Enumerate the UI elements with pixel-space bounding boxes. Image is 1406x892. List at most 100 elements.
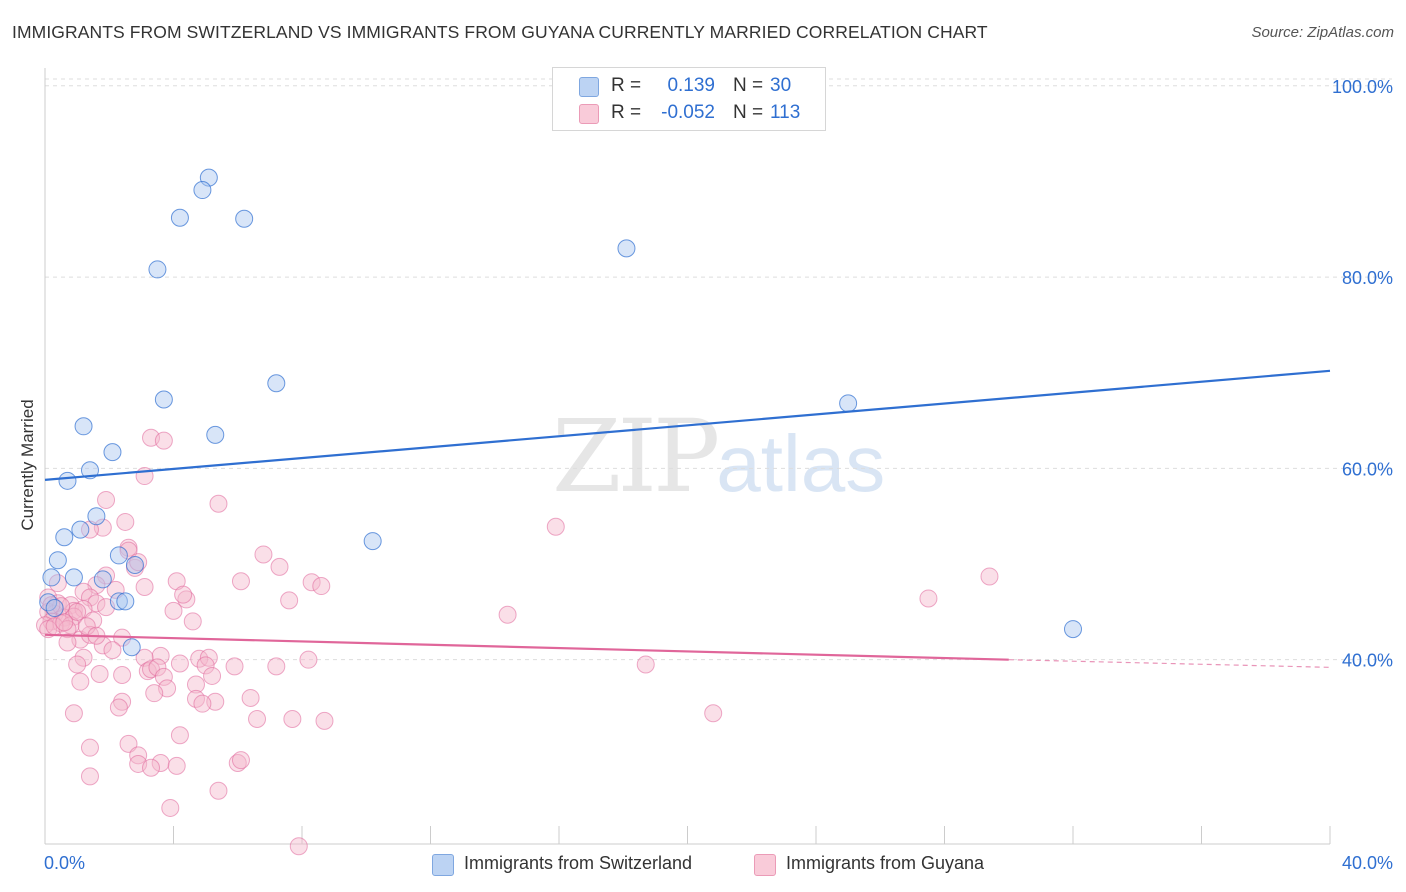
guyana-point bbox=[919, 589, 938, 608]
guyana-point bbox=[135, 648, 154, 667]
switzerland-point bbox=[363, 532, 382, 551]
guyana-point bbox=[80, 767, 99, 786]
guyana-point bbox=[183, 612, 202, 631]
guyana-point bbox=[151, 646, 170, 665]
guyana-point bbox=[68, 602, 87, 621]
trend-layer bbox=[44, 369, 1331, 668]
guyana-points bbox=[36, 428, 999, 856]
switzerland-point bbox=[42, 568, 61, 587]
switzerland-point bbox=[45, 599, 64, 618]
y-tick-label: 60.0% bbox=[1342, 459, 1393, 479]
guyana-point bbox=[116, 512, 135, 531]
guyana-point bbox=[248, 709, 267, 728]
axis-layer bbox=[44, 68, 1331, 845]
switzerland-point bbox=[116, 592, 135, 611]
switzerland-point bbox=[122, 638, 141, 657]
guyana-point bbox=[109, 698, 128, 717]
guyana-point bbox=[154, 431, 173, 450]
guyana-point bbox=[106, 580, 125, 599]
guyana-point bbox=[636, 655, 655, 674]
guyana-point bbox=[174, 585, 193, 604]
guyana-point bbox=[546, 517, 565, 536]
guyana-point bbox=[225, 657, 244, 676]
guyana-swatch bbox=[579, 104, 599, 124]
switzerland-point bbox=[206, 425, 225, 444]
guyana-point bbox=[138, 662, 157, 681]
guyana-point bbox=[196, 656, 215, 675]
switzerland-point bbox=[109, 546, 128, 565]
switzerland-point bbox=[839, 394, 858, 413]
guyana-point bbox=[74, 648, 93, 667]
guyana-point bbox=[190, 649, 209, 668]
guyana-point bbox=[154, 667, 173, 686]
watermark-zip: ZIP bbox=[552, 398, 720, 515]
switzerland-point bbox=[267, 374, 286, 393]
guyana-point bbox=[90, 665, 109, 684]
switzerland-point bbox=[71, 520, 90, 539]
switzerland-legend-swatch bbox=[432, 854, 454, 876]
guyana-point bbox=[267, 657, 286, 676]
guyana-point bbox=[129, 553, 148, 572]
guyana-point bbox=[498, 605, 517, 624]
switzerland-point bbox=[87, 507, 106, 526]
guyana-point bbox=[283, 709, 302, 728]
guyana-point bbox=[203, 666, 222, 685]
tick-label-layer: 40.0% 60.0% 80.0% 100.0% 0.0% 40.0% bbox=[44, 77, 1393, 873]
guyana-point bbox=[55, 613, 74, 632]
switzerland-legend-label: Immigrants from Switzerland bbox=[464, 853, 693, 873]
switzerland-point bbox=[109, 592, 128, 611]
guyana-trend-line bbox=[44, 633, 1009, 661]
guyana-point bbox=[315, 711, 334, 730]
guyana-point bbox=[77, 617, 96, 636]
guyana-point bbox=[80, 738, 99, 757]
switzerland-point bbox=[170, 208, 189, 227]
guyana-point bbox=[193, 694, 212, 713]
guyana-point bbox=[209, 781, 228, 800]
guyana-point bbox=[71, 672, 90, 691]
guyana-point bbox=[228, 753, 247, 772]
guyana-point bbox=[64, 704, 83, 723]
switzerland-point bbox=[64, 568, 83, 587]
guyana-point bbox=[170, 726, 189, 745]
y-tick-label: 100.0% bbox=[1332, 77, 1393, 97]
switzerland-point bbox=[125, 555, 144, 574]
switzerland-point bbox=[154, 390, 173, 409]
correlation-legend: R = 0.139 N = 30 R = -0.052 N = 113 bbox=[552, 67, 826, 131]
guyana-point bbox=[68, 655, 87, 674]
watermark-atlas: atlas bbox=[716, 419, 886, 508]
guyana-point bbox=[312, 577, 331, 596]
legend-row-guyana: R = -0.052 N = 113 bbox=[553, 99, 825, 127]
guyana-point bbox=[231, 751, 250, 770]
x-tick-label: 0.0% bbox=[44, 853, 85, 873]
guyana-point bbox=[302, 573, 321, 592]
guyana-point bbox=[97, 490, 116, 509]
guyana-point bbox=[231, 572, 250, 591]
guyana-point bbox=[135, 577, 154, 596]
y-tick-label: 80.0% bbox=[1342, 268, 1393, 288]
guyana-point bbox=[254, 545, 273, 564]
guyana-legend-swatch bbox=[754, 854, 776, 876]
guyana-legend-label: Immigrants from Guyana bbox=[786, 853, 985, 873]
guyana-point bbox=[177, 590, 196, 609]
switzerland-point bbox=[48, 551, 67, 570]
guyana-point bbox=[161, 798, 180, 817]
guyana-point bbox=[167, 756, 186, 775]
guyana-point bbox=[241, 688, 260, 707]
legend-row-switzerland: R = 0.139 N = 30 bbox=[553, 72, 825, 100]
legend-r-label: R = bbox=[611, 75, 642, 96]
legend-r-value: 0.139 bbox=[667, 75, 715, 96]
guyana-point bbox=[42, 596, 61, 615]
guyana-point bbox=[980, 567, 999, 586]
legend-n-value: 30 bbox=[770, 75, 792, 96]
switzerland-point bbox=[80, 461, 99, 480]
guyana-point bbox=[148, 658, 167, 677]
legend-n-value: 113 bbox=[770, 102, 801, 123]
switzerland-point bbox=[93, 570, 112, 589]
guyana-point bbox=[113, 692, 132, 711]
switzerland-point bbox=[617, 239, 636, 258]
switzerland-point bbox=[235, 209, 254, 228]
switzerland-point bbox=[193, 181, 212, 200]
guyana-point bbox=[289, 837, 308, 856]
guyana-point bbox=[145, 684, 164, 703]
guyana-point bbox=[58, 633, 77, 652]
